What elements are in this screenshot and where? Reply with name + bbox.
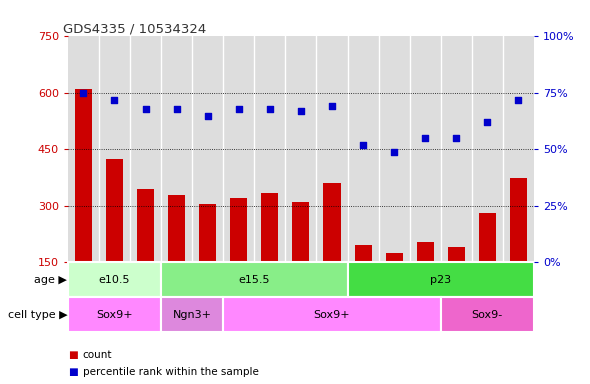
Bar bbox=[223, 297, 441, 332]
Bar bbox=[409, 36, 441, 262]
Text: GSM841168: GSM841168 bbox=[452, 266, 461, 318]
Text: GSM841163: GSM841163 bbox=[203, 266, 212, 318]
Bar bbox=[192, 36, 223, 262]
Text: ■: ■ bbox=[68, 350, 78, 360]
Text: GSM841158: GSM841158 bbox=[141, 266, 150, 317]
Bar bbox=[68, 297, 161, 332]
Text: GSM841166: GSM841166 bbox=[389, 266, 399, 318]
Point bbox=[514, 97, 523, 103]
Bar bbox=[355, 245, 372, 262]
Text: GSM841170: GSM841170 bbox=[514, 266, 523, 317]
Text: GSM841161: GSM841161 bbox=[327, 266, 336, 317]
Point bbox=[451, 135, 461, 141]
Text: cell type ▶: cell type ▶ bbox=[8, 310, 67, 320]
Point bbox=[234, 106, 244, 112]
Text: percentile rank within the sample: percentile rank within the sample bbox=[83, 367, 258, 377]
Text: age ▶: age ▶ bbox=[34, 275, 67, 285]
Bar bbox=[386, 253, 402, 262]
Bar bbox=[68, 36, 99, 262]
Point bbox=[327, 103, 337, 109]
Bar bbox=[75, 89, 92, 262]
Point bbox=[265, 106, 274, 112]
Bar bbox=[441, 36, 472, 262]
Text: p23: p23 bbox=[430, 275, 451, 285]
Bar bbox=[316, 36, 348, 262]
Bar bbox=[323, 183, 340, 262]
Bar bbox=[510, 178, 527, 262]
Bar bbox=[230, 199, 247, 262]
Text: e10.5: e10.5 bbox=[99, 275, 130, 285]
Text: GSM841164: GSM841164 bbox=[234, 266, 243, 317]
Text: Sox9-: Sox9- bbox=[472, 310, 503, 320]
Point bbox=[78, 90, 88, 96]
Bar bbox=[199, 204, 216, 262]
Point bbox=[296, 108, 306, 114]
Point bbox=[203, 113, 212, 119]
Text: GSM841156: GSM841156 bbox=[79, 266, 88, 317]
Bar bbox=[293, 202, 309, 262]
Text: GSM841165: GSM841165 bbox=[359, 266, 368, 317]
Text: GSM841157: GSM841157 bbox=[110, 266, 119, 317]
Point bbox=[389, 149, 399, 155]
Bar bbox=[130, 36, 161, 262]
Bar bbox=[161, 297, 223, 332]
Bar bbox=[441, 297, 534, 332]
Text: Sox9+: Sox9+ bbox=[96, 310, 133, 320]
Bar bbox=[379, 36, 409, 262]
Bar bbox=[448, 247, 465, 262]
Text: GSM841162: GSM841162 bbox=[172, 266, 181, 317]
Point bbox=[421, 135, 430, 141]
Text: GSM841167: GSM841167 bbox=[421, 266, 430, 318]
Text: Ngn3+: Ngn3+ bbox=[173, 310, 212, 320]
Bar bbox=[168, 195, 185, 262]
Bar bbox=[261, 193, 278, 262]
Bar bbox=[99, 36, 130, 262]
Bar bbox=[479, 214, 496, 262]
Bar bbox=[137, 189, 154, 262]
Bar bbox=[348, 262, 534, 297]
Text: GSM841159: GSM841159 bbox=[266, 266, 274, 317]
Bar bbox=[161, 262, 348, 297]
Text: e15.5: e15.5 bbox=[238, 275, 270, 285]
Bar bbox=[161, 36, 192, 262]
Bar bbox=[286, 36, 316, 262]
Point bbox=[172, 106, 181, 112]
Text: ■: ■ bbox=[68, 367, 78, 377]
Bar bbox=[503, 36, 534, 262]
Point bbox=[358, 142, 368, 148]
Point bbox=[110, 97, 119, 103]
Point bbox=[141, 106, 150, 112]
Bar bbox=[417, 242, 434, 262]
Text: GSM841169: GSM841169 bbox=[483, 266, 492, 317]
Text: count: count bbox=[83, 350, 112, 360]
Point bbox=[483, 119, 492, 126]
Bar bbox=[223, 36, 254, 262]
Text: GDS4335 / 10534324: GDS4335 / 10534324 bbox=[63, 22, 206, 35]
Text: Sox9+: Sox9+ bbox=[314, 310, 350, 320]
Text: GSM841160: GSM841160 bbox=[296, 266, 306, 317]
Bar bbox=[254, 36, 286, 262]
Bar bbox=[68, 262, 161, 297]
Bar bbox=[472, 36, 503, 262]
Bar bbox=[348, 36, 379, 262]
Bar bbox=[106, 159, 123, 262]
